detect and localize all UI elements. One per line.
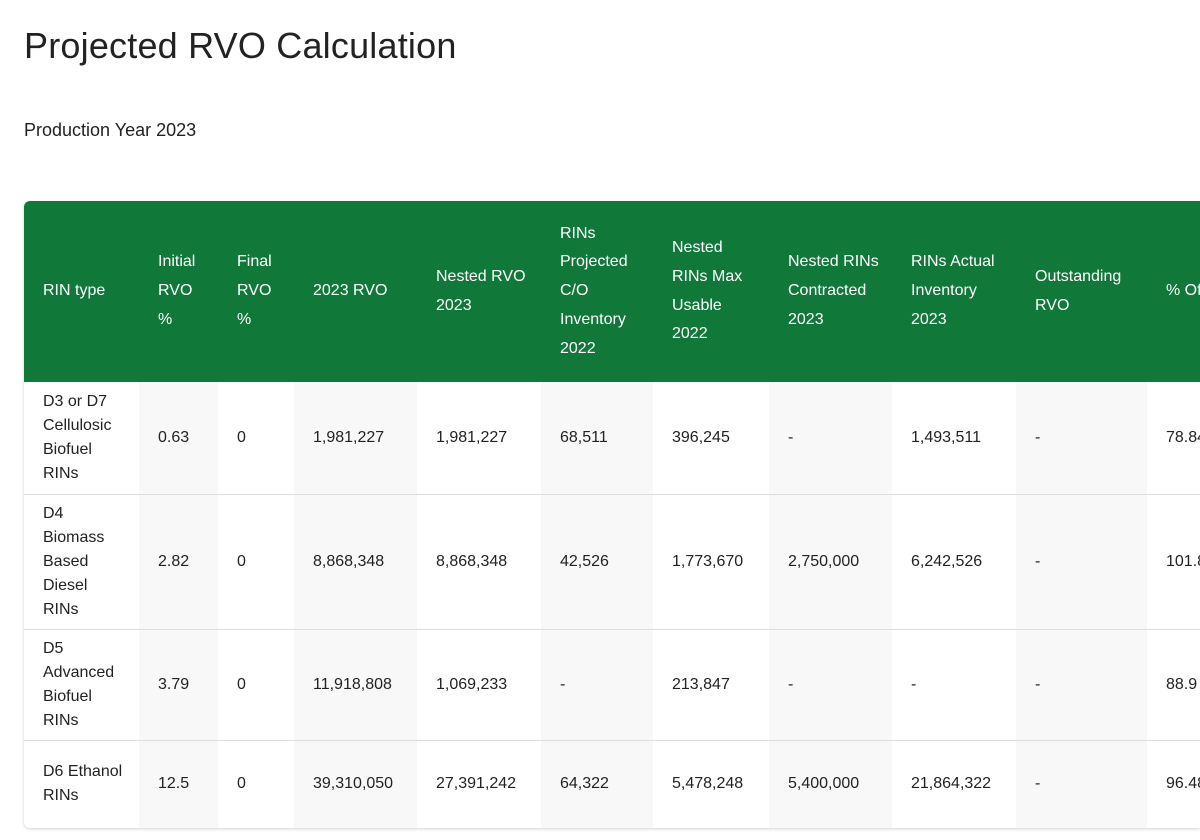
- table-header-row: RIN type Initial RVO % Final RVO % 2023 …: [24, 201, 1200, 382]
- column-header-initial-rvo-pct: Initial RVO %: [139, 201, 218, 382]
- cell-nested-contracted-2023: 2,750,000: [769, 494, 892, 630]
- cell-2023-rvo: 1,981,227: [294, 382, 417, 495]
- cell-projected-co-inventory-2022: 68,511: [541, 382, 653, 495]
- cell-nested-rvo-2023: 1,069,233: [417, 629, 541, 741]
- cell-pct-plan-satisfied: 78.84: [1147, 382, 1200, 495]
- cell-outstanding-rvo: -: [1016, 740, 1147, 828]
- cell-nested-max-usable-2022: 5,478,248: [653, 740, 769, 828]
- column-header-projected-co-inventory-2022: RINs Projected C/O Inventory 2022: [541, 201, 653, 382]
- cell-initial-rvo-pct: 12.5: [139, 740, 218, 828]
- cell-nested-contracted-2023: 5,400,000: [769, 740, 892, 828]
- production-year-label: Production Year 2023: [24, 120, 197, 140]
- cell-projected-co-inventory-2022: 42,526: [541, 494, 653, 630]
- column-header-actual-inventory-2023: RINs Actual Inventory 2023: [892, 201, 1016, 382]
- cell-pct-plan-satisfied: 101.8: [1147, 494, 1200, 630]
- cell-nested-contracted-2023: -: [769, 382, 892, 495]
- column-header-outstanding-rvo: Outstanding RVO: [1016, 201, 1147, 382]
- table-row: D6 Ethanol RINs 12.5 0 39,310,050 27,391…: [24, 740, 1200, 828]
- page-title: Projected RVO Calculation: [24, 25, 457, 66]
- cell-nested-contracted-2023: -: [769, 629, 892, 741]
- column-header-nested-max-usable-2022: Nested RINs Max Usable 2022: [653, 201, 769, 382]
- cell-nested-rvo-2023: 1,981,227: [417, 382, 541, 495]
- cell-final-rvo-pct: 0: [218, 629, 294, 741]
- column-header-rin-type: RIN type: [24, 201, 139, 382]
- cell-rin-type: D5 Advanced Biofuel RINs: [24, 629, 139, 741]
- cell-nested-rvo-2023: 8,868,348: [417, 494, 541, 630]
- cell-actual-inventory-2023: 6,242,526: [892, 494, 1016, 630]
- cell-rin-type: D4 Biomass Based Diesel RINs: [24, 494, 139, 630]
- cell-final-rvo-pct: 0: [218, 382, 294, 495]
- cell-rin-type: D6 Ethanol RINs: [24, 740, 139, 828]
- table-row: D4 Biomass Based Diesel RINs 2.82 0 8,86…: [24, 494, 1200, 630]
- cell-projected-co-inventory-2022: 64,322: [541, 740, 653, 828]
- cell-2023-rvo: 11,918,808: [294, 629, 417, 741]
- cell-actual-inventory-2023: 1,493,511: [892, 382, 1016, 495]
- table-row: D5 Advanced Biofuel RINs 3.79 0 11,918,8…: [24, 629, 1200, 741]
- cell-outstanding-rvo: -: [1016, 382, 1147, 495]
- cell-2023-rvo: 39,310,050: [294, 740, 417, 828]
- cell-2023-rvo: 8,868,348: [294, 494, 417, 630]
- rvo-table-container[interactable]: RIN type Initial RVO % Final RVO % 2023 …: [24, 201, 1200, 828]
- cell-pct-plan-satisfied: 88.9: [1147, 629, 1200, 741]
- column-header-pct-plan-satisfied: % Of Plan Satisfied: [1147, 201, 1200, 382]
- cell-final-rvo-pct: 0: [218, 494, 294, 630]
- cell-actual-inventory-2023: 21,864,322: [892, 740, 1016, 828]
- column-header-2023-rvo: 2023 RVO: [294, 201, 417, 382]
- cell-initial-rvo-pct: 0.63: [139, 382, 218, 495]
- cell-initial-rvo-pct: 2.82: [139, 494, 218, 630]
- cell-projected-co-inventory-2022: -: [541, 629, 653, 741]
- cell-outstanding-rvo: -: [1016, 494, 1147, 630]
- cell-actual-inventory-2023: -: [892, 629, 1016, 741]
- cell-final-rvo-pct: 0: [218, 740, 294, 828]
- column-header-final-rvo-pct: Final RVO %: [218, 201, 294, 382]
- cell-rin-type: D3 or D7 Cellulosic Biofuel RINs: [24, 382, 139, 495]
- column-header-nested-contracted-2023: Nested RINs Contracted 2023: [769, 201, 892, 382]
- cell-nested-rvo-2023: 27,391,242: [417, 740, 541, 828]
- table-row: D3 or D7 Cellulosic Biofuel RINs 0.63 0 …: [24, 382, 1200, 495]
- column-header-nested-rvo-2023: Nested RVO 2023: [417, 201, 541, 382]
- cell-nested-max-usable-2022: 213,847: [653, 629, 769, 741]
- cell-nested-max-usable-2022: 1,773,670: [653, 494, 769, 630]
- cell-initial-rvo-pct: 3.79: [139, 629, 218, 741]
- cell-pct-plan-satisfied: 96.48: [1147, 740, 1200, 828]
- cell-outstanding-rvo: -: [1016, 629, 1147, 741]
- cell-nested-max-usable-2022: 396,245: [653, 382, 769, 495]
- rvo-table: RIN type Initial RVO % Final RVO % 2023 …: [24, 201, 1200, 828]
